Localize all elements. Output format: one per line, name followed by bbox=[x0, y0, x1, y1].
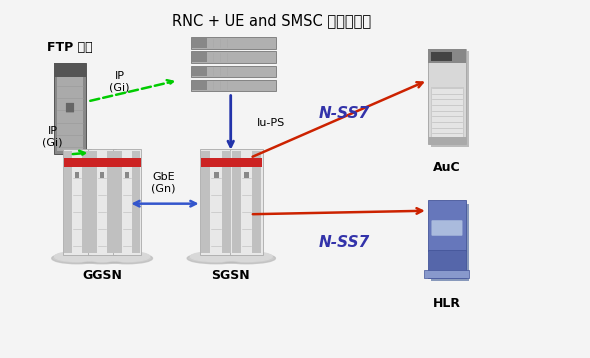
Text: Iu-PS: Iu-PS bbox=[257, 118, 285, 127]
Text: AuC: AuC bbox=[433, 161, 461, 174]
FancyBboxPatch shape bbox=[431, 52, 453, 61]
FancyBboxPatch shape bbox=[253, 151, 261, 253]
FancyBboxPatch shape bbox=[428, 250, 466, 278]
FancyBboxPatch shape bbox=[428, 137, 466, 144]
FancyBboxPatch shape bbox=[132, 151, 140, 253]
FancyBboxPatch shape bbox=[191, 79, 276, 91]
FancyBboxPatch shape bbox=[63, 149, 91, 255]
FancyBboxPatch shape bbox=[232, 151, 241, 253]
Ellipse shape bbox=[80, 252, 124, 261]
Ellipse shape bbox=[218, 253, 276, 264]
FancyBboxPatch shape bbox=[431, 204, 470, 281]
FancyBboxPatch shape bbox=[88, 158, 116, 168]
FancyBboxPatch shape bbox=[66, 103, 74, 112]
Ellipse shape bbox=[54, 252, 100, 261]
Ellipse shape bbox=[105, 252, 150, 261]
FancyBboxPatch shape bbox=[57, 77, 83, 151]
Ellipse shape bbox=[52, 253, 102, 264]
FancyBboxPatch shape bbox=[64, 151, 72, 253]
FancyBboxPatch shape bbox=[201, 151, 210, 253]
FancyBboxPatch shape bbox=[114, 151, 122, 253]
FancyBboxPatch shape bbox=[428, 200, 466, 251]
FancyBboxPatch shape bbox=[222, 151, 231, 253]
FancyBboxPatch shape bbox=[82, 151, 90, 253]
FancyBboxPatch shape bbox=[428, 49, 466, 144]
FancyBboxPatch shape bbox=[244, 171, 249, 178]
FancyBboxPatch shape bbox=[214, 171, 218, 178]
FancyBboxPatch shape bbox=[88, 149, 116, 255]
FancyBboxPatch shape bbox=[428, 49, 466, 63]
FancyBboxPatch shape bbox=[431, 220, 463, 236]
FancyBboxPatch shape bbox=[424, 270, 470, 278]
Text: N-SS7: N-SS7 bbox=[319, 235, 371, 250]
FancyBboxPatch shape bbox=[201, 158, 232, 168]
FancyBboxPatch shape bbox=[192, 53, 207, 62]
FancyBboxPatch shape bbox=[192, 81, 207, 90]
Text: SGSN: SGSN bbox=[211, 269, 250, 282]
Text: FTP 서버: FTP 서버 bbox=[47, 41, 93, 54]
FancyBboxPatch shape bbox=[125, 171, 129, 178]
FancyBboxPatch shape bbox=[64, 158, 90, 168]
FancyBboxPatch shape bbox=[54, 63, 86, 154]
Text: GGSN: GGSN bbox=[82, 269, 122, 282]
Ellipse shape bbox=[77, 253, 127, 264]
FancyBboxPatch shape bbox=[89, 151, 97, 253]
FancyBboxPatch shape bbox=[191, 37, 276, 49]
FancyBboxPatch shape bbox=[100, 171, 104, 178]
FancyBboxPatch shape bbox=[431, 87, 463, 137]
FancyBboxPatch shape bbox=[114, 158, 140, 168]
Ellipse shape bbox=[102, 253, 152, 264]
Text: GbE
(Gn): GbE (Gn) bbox=[151, 172, 176, 193]
FancyBboxPatch shape bbox=[192, 67, 207, 76]
Text: IP
(Gi): IP (Gi) bbox=[42, 126, 63, 148]
FancyBboxPatch shape bbox=[191, 66, 276, 77]
Text: IP
(Gi): IP (Gi) bbox=[109, 71, 130, 93]
FancyBboxPatch shape bbox=[75, 171, 79, 178]
FancyBboxPatch shape bbox=[192, 38, 207, 48]
FancyBboxPatch shape bbox=[113, 149, 141, 255]
Text: HLR: HLR bbox=[433, 297, 461, 310]
Text: RNC + UE and SMSC 시뮬레이터: RNC + UE and SMSC 시뮬레이터 bbox=[172, 13, 371, 28]
FancyBboxPatch shape bbox=[231, 158, 262, 168]
FancyBboxPatch shape bbox=[107, 151, 115, 253]
Text: N-SS7: N-SS7 bbox=[319, 106, 371, 121]
FancyBboxPatch shape bbox=[200, 149, 232, 255]
FancyBboxPatch shape bbox=[231, 149, 263, 255]
Ellipse shape bbox=[191, 252, 242, 261]
FancyBboxPatch shape bbox=[191, 52, 276, 63]
FancyBboxPatch shape bbox=[54, 63, 86, 77]
FancyBboxPatch shape bbox=[431, 52, 469, 146]
Ellipse shape bbox=[187, 253, 245, 264]
Ellipse shape bbox=[221, 252, 272, 261]
